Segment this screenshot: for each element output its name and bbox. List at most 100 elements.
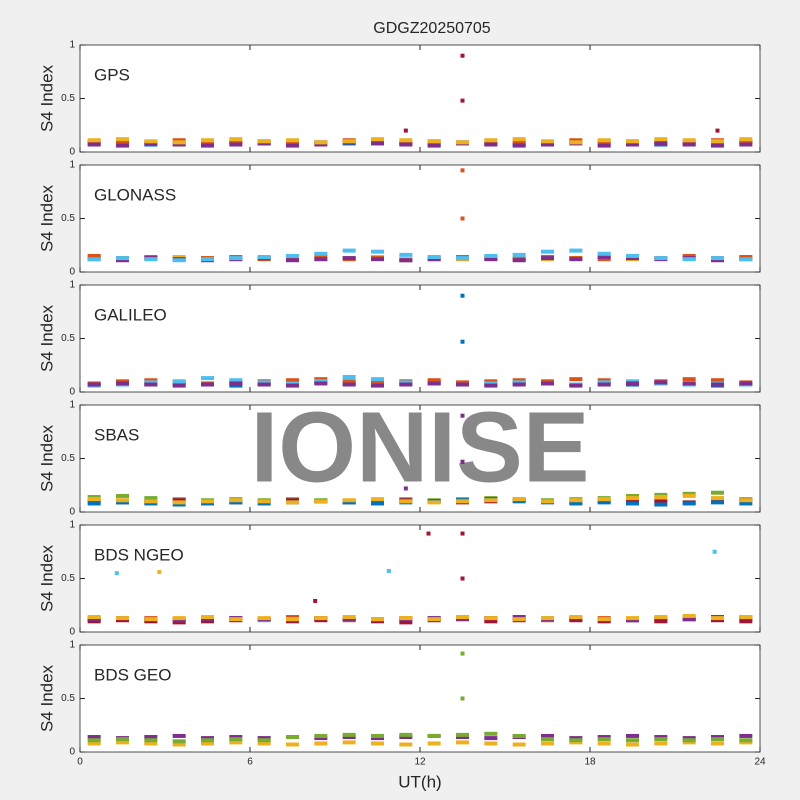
data-point bbox=[371, 741, 384, 746]
data-layer bbox=[87, 53, 753, 148]
plot-area bbox=[80, 285, 760, 392]
data-point bbox=[460, 651, 465, 656]
data-point bbox=[371, 736, 384, 741]
data-point bbox=[654, 495, 668, 500]
x-tick-label: 24 bbox=[754, 757, 766, 768]
data-point bbox=[144, 139, 158, 144]
data-point bbox=[626, 616, 639, 621]
data-point bbox=[286, 378, 299, 383]
data-point bbox=[682, 613, 696, 618]
y-tick-label: 0.5 bbox=[61, 93, 75, 104]
data-point bbox=[460, 98, 465, 103]
data-point bbox=[427, 617, 441, 622]
data-point bbox=[427, 500, 441, 505]
data-point bbox=[427, 143, 441, 148]
panel-label: GPS bbox=[94, 65, 130, 84]
data-point bbox=[257, 141, 271, 146]
data-point bbox=[569, 248, 583, 253]
data-point bbox=[116, 381, 129, 386]
data-point bbox=[739, 498, 753, 503]
data-point bbox=[626, 498, 639, 503]
y-tick-label: 1 bbox=[69, 400, 75, 411]
data-point bbox=[87, 619, 101, 624]
data-point bbox=[456, 732, 469, 737]
y-tick-label: 0 bbox=[69, 387, 75, 398]
data-point bbox=[399, 142, 413, 147]
data-point bbox=[314, 379, 328, 384]
data-point bbox=[460, 696, 465, 701]
data-point bbox=[257, 139, 271, 144]
data-point bbox=[597, 497, 611, 502]
data-point bbox=[682, 617, 696, 622]
data-point bbox=[460, 576, 465, 581]
data-point bbox=[597, 737, 611, 742]
data-point bbox=[342, 498, 356, 503]
data-point bbox=[229, 735, 243, 740]
data-point bbox=[399, 735, 413, 740]
data-point bbox=[172, 739, 186, 744]
data-point bbox=[626, 618, 639, 623]
data-point bbox=[87, 257, 101, 262]
y-tick-label: 0.5 bbox=[61, 573, 75, 584]
data-point bbox=[116, 618, 129, 623]
data-point bbox=[201, 617, 214, 622]
data-point bbox=[399, 742, 413, 747]
data-point bbox=[711, 741, 724, 746]
plot-area bbox=[80, 165, 760, 272]
data-point bbox=[116, 498, 129, 503]
data-point bbox=[456, 140, 469, 145]
data-point bbox=[314, 381, 328, 386]
data-point bbox=[739, 137, 753, 142]
data-point bbox=[229, 256, 243, 261]
data-point bbox=[114, 571, 119, 576]
data-point bbox=[342, 379, 356, 384]
panel-label: BDS GEO bbox=[94, 665, 171, 684]
x-axis-label: UT(h) bbox=[398, 772, 441, 791]
data-point bbox=[739, 142, 753, 147]
data-point bbox=[626, 139, 639, 144]
data-point bbox=[386, 569, 391, 574]
data-point bbox=[512, 378, 526, 383]
data-point bbox=[286, 381, 299, 386]
data-point bbox=[739, 140, 753, 145]
data-point bbox=[460, 413, 465, 418]
data-point bbox=[116, 258, 129, 263]
data-point bbox=[626, 142, 639, 147]
data-point bbox=[172, 255, 186, 260]
data-point bbox=[460, 339, 465, 344]
data-layer bbox=[87, 293, 753, 388]
panel-label: GALILEO bbox=[94, 305, 167, 324]
data-layer bbox=[87, 413, 753, 507]
data-point bbox=[172, 379, 186, 384]
data-point bbox=[597, 500, 611, 505]
y-axis-label: S4 Index bbox=[37, 184, 56, 252]
data-point bbox=[484, 257, 498, 262]
data-point bbox=[456, 256, 469, 261]
y-tick-label: 0 bbox=[69, 747, 75, 758]
panel-label: GLONASS bbox=[94, 185, 176, 204]
data-point bbox=[314, 142, 328, 147]
data-point bbox=[427, 139, 441, 144]
data-point bbox=[484, 498, 498, 503]
data-point bbox=[512, 497, 526, 502]
data-point bbox=[172, 502, 186, 507]
data-point bbox=[314, 736, 328, 741]
data-point bbox=[342, 248, 356, 253]
data-point bbox=[456, 499, 469, 504]
data-point bbox=[342, 740, 356, 745]
data-point bbox=[484, 379, 498, 384]
data-point bbox=[314, 618, 328, 623]
data-point bbox=[314, 741, 328, 746]
y-tick-label: 0.5 bbox=[61, 693, 75, 704]
y-tick-label: 0 bbox=[69, 147, 75, 158]
data-point bbox=[87, 738, 101, 743]
data-point bbox=[172, 618, 186, 623]
data-point bbox=[512, 137, 526, 142]
data-point bbox=[257, 499, 271, 504]
data-point bbox=[626, 379, 639, 384]
data-point bbox=[739, 501, 753, 506]
watermark: IONISE bbox=[251, 391, 590, 503]
data-point bbox=[399, 252, 413, 257]
data-point bbox=[597, 619, 611, 624]
data-point bbox=[541, 249, 554, 254]
